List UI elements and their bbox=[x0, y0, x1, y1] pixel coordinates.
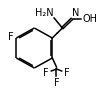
Text: F: F bbox=[54, 78, 59, 88]
Text: N: N bbox=[72, 8, 80, 18]
Text: F: F bbox=[8, 32, 14, 42]
Text: F: F bbox=[43, 68, 49, 78]
Text: F: F bbox=[64, 68, 70, 78]
Text: OH: OH bbox=[82, 14, 97, 24]
Text: H₂N: H₂N bbox=[35, 8, 54, 18]
